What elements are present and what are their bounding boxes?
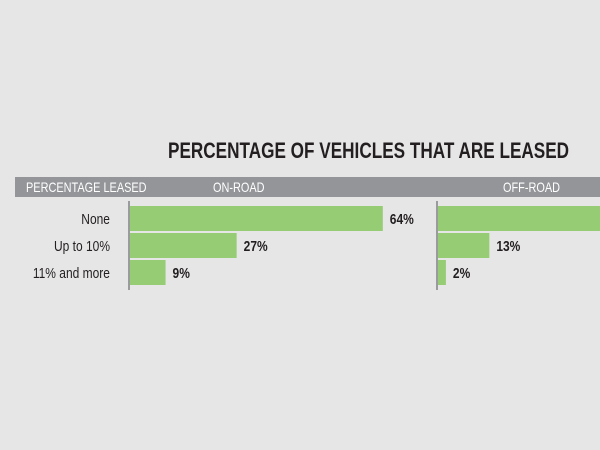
series-header-on-road: ON-ROAD <box>213 179 265 195</box>
category-label: 11% and more <box>33 265 110 282</box>
data-label: 9% <box>173 265 190 282</box>
category-header: PERCENTAGE LEASED <box>26 179 147 195</box>
bar <box>438 206 600 231</box>
bar <box>438 260 446 285</box>
bar <box>438 233 490 258</box>
data-label: 64% <box>390 211 414 228</box>
category-label: None <box>81 211 110 228</box>
bar <box>130 233 237 258</box>
bar <box>130 206 383 231</box>
data-label: 27% <box>244 238 268 255</box>
bar <box>130 260 166 285</box>
header-bar <box>15 177 600 197</box>
data-label: 13% <box>496 238 520 255</box>
series-header-off-road: OFF-ROAD <box>503 179 561 195</box>
chart-title: PERCENTAGE OF VEHICLES THAT ARE LEASED <box>168 138 570 163</box>
category-label: Up to 10% <box>54 238 110 255</box>
data-label: 2% <box>453 265 470 282</box>
